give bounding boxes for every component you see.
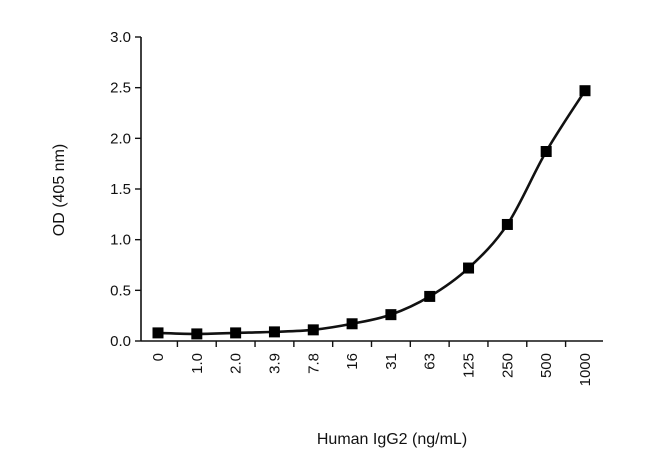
x-tick-label: 16 <box>344 353 361 370</box>
data-point-marker <box>191 328 203 340</box>
data-point-marker <box>424 290 436 302</box>
x-tick-label: 500 <box>538 353 555 378</box>
x-axis-ticks: 0 1.0 2.0 3.9 7.8 16 31 63 125 250 500 1000 <box>150 341 594 386</box>
series-points-group <box>152 85 591 340</box>
x-tick-label: 1.0 <box>189 353 206 374</box>
y-tick-label: 2.0 <box>110 130 131 147</box>
x-tick-label: 7.8 <box>305 353 322 374</box>
y-tick-label: 1.0 <box>110 232 131 249</box>
x-tick-label: 125 <box>461 353 478 378</box>
data-point-marker <box>463 262 475 274</box>
y-tick-label: 1.5 <box>110 181 131 198</box>
x-tick-label: 31 <box>383 353 400 370</box>
data-point-marker <box>579 85 591 97</box>
data-point-marker <box>152 327 164 339</box>
y-axis-ticks: 0.0 0.5 1.0 1.5 2.0 2.5 3.0 <box>110 29 141 350</box>
y-tick-label: 0.5 <box>110 282 131 299</box>
data-point-marker <box>230 327 242 339</box>
x-tick-label: 0 <box>150 353 167 361</box>
x-tick-label: 1000 <box>577 353 594 386</box>
data-point-marker <box>346 318 358 330</box>
y-tick-label: 3.0 <box>110 29 131 46</box>
data-point-marker <box>307 324 319 336</box>
series-line-group <box>157 90 587 336</box>
x-tick-label: 250 <box>499 353 516 378</box>
x-tick-label: 3.9 <box>266 353 283 374</box>
axes-group <box>140 37 603 342</box>
y-tick-label: 2.5 <box>110 80 131 97</box>
data-point-marker <box>268 326 280 338</box>
series-line <box>157 90 587 336</box>
x-axis-title: Human IgG2 (ng/mL) <box>317 431 467 448</box>
y-tick-label: 0.0 <box>110 333 131 350</box>
data-point-marker <box>385 309 397 321</box>
data-point-marker <box>501 218 513 230</box>
y-axis-title: OD (405 nm) <box>51 144 68 236</box>
data-point-marker <box>540 146 552 158</box>
x-tick-label: 63 <box>422 353 439 370</box>
x-tick-label: 2.0 <box>228 353 245 374</box>
